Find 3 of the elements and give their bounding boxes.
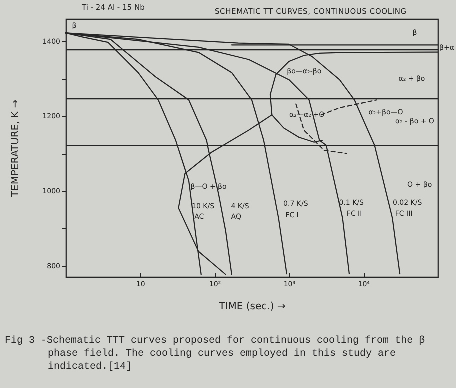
y-axis-title: TEMPERATURE, K → [10, 100, 22, 198]
caption: Fig 3 -Schematic TTT curves proposed for continuous cooling from the β phase field. The cooling curves employed in this study are indicated.[14] [5, 335, 426, 374]
x-axis-title: TIME (sec.) → [218, 302, 286, 312]
